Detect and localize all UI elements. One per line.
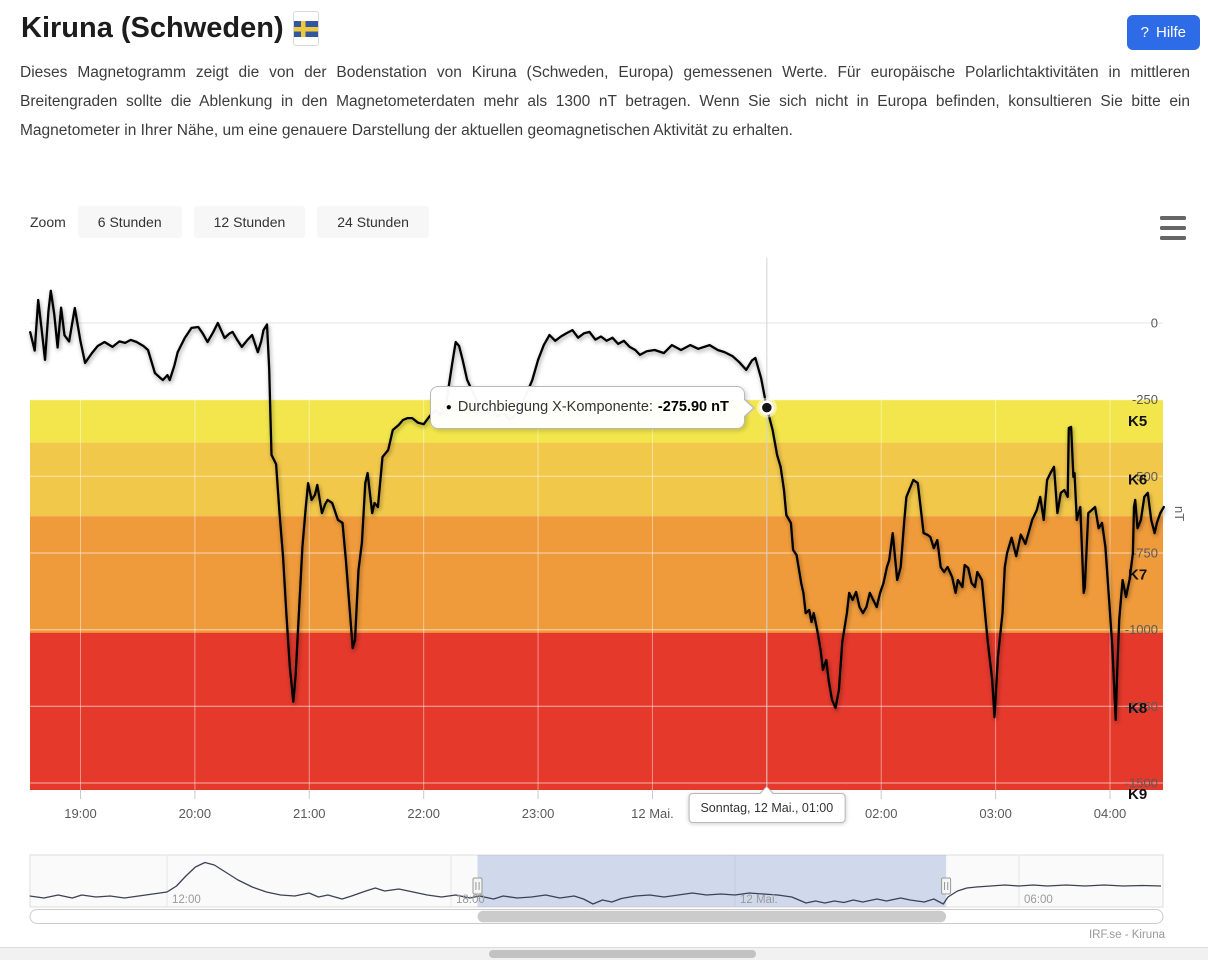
- plot-band-K8: [30, 632, 1163, 783]
- x-axis-label: 12 Mai.: [631, 806, 674, 821]
- series-bullet-icon: ●: [445, 402, 452, 414]
- navigator-series: [29, 861, 1162, 905]
- tooltip-series-label: Durchbiegung X-Komponente:: [457, 399, 653, 416]
- menu-bar: [1160, 216, 1186, 220]
- navigator-track[interactable]: [29, 854, 1164, 908]
- description-text: Dieses Magnetogramm zeigt die von der Bo…: [20, 64, 1190, 139]
- zoom-24h-button[interactable]: 24 Stunden: [317, 206, 429, 238]
- chart-scrollbar-thumb[interactable]: [477, 910, 947, 923]
- tooltip: ● Durchbiegung X-Komponente: -275.90 nT: [429, 386, 745, 430]
- k-index-label-K9: K9: [1128, 786, 1147, 803]
- page-title: Kiruna (Schweden): [21, 12, 318, 45]
- x-axis-label: 21:00: [293, 806, 326, 821]
- x-axis-label: 22:00: [407, 806, 440, 821]
- menu-bar: [1160, 236, 1186, 240]
- y-axis-label: -1250: [1125, 699, 1158, 714]
- navigator-axis-label: 06:00: [1024, 894, 1053, 906]
- page-hscrollbar[interactable]: [0, 947, 1208, 960]
- station-title: Kiruna (Schweden): [21, 12, 284, 44]
- zoom-label: Zoom: [30, 214, 66, 230]
- navigator-handle-left[interactable]: [472, 877, 483, 895]
- help-button-label: Hilfe: [1155, 24, 1186, 41]
- y-axis-label: -750: [1132, 546, 1158, 561]
- k-index-label-K5: K5: [1128, 413, 1147, 430]
- k-index-label-K7: K7: [1128, 567, 1147, 584]
- navigator-axis-label: 12 Mai.: [740, 894, 778, 906]
- x-axis-label: 03:00: [979, 806, 1012, 821]
- x-axis-label: 20:00: [179, 806, 212, 821]
- k-index-label-K8: K8: [1128, 700, 1147, 717]
- range-selector: Zoom 6 Stunden 12 Stunden 24 Stunden: [30, 206, 429, 238]
- question-icon: ?: [1140, 24, 1149, 41]
- y-axis-label: -1000: [1125, 622, 1158, 637]
- series-x-component: [29, 289, 1165, 721]
- navigator-selection[interactable]: [477, 855, 947, 907]
- hover-marker[interactable]: [759, 400, 775, 415]
- navigator-axis-label: 18:00: [456, 894, 485, 906]
- zoom-6h-button[interactable]: 6 Stunden: [77, 206, 182, 238]
- x-axis-label: 23:00: [522, 806, 555, 821]
- x-axis-label: 02:00: [865, 806, 898, 821]
- plot-band-K9: [30, 783, 1163, 790]
- plot-band-K6: [30, 442, 1163, 517]
- page-hscrollbar-thumb[interactable]: [489, 950, 756, 958]
- zoom-12h-button[interactable]: 12 Stunden: [193, 206, 306, 238]
- x-axis-label: 19:00: [64, 806, 97, 821]
- y-axis-title: nT: [1172, 506, 1187, 522]
- chart-credits[interactable]: IRF.se - Kiruna: [1088, 929, 1165, 941]
- y-axis-label: 0: [1151, 316, 1158, 331]
- chart-menu-icon[interactable]: [1160, 215, 1186, 241]
- x-axis-label: 04:00: [1094, 806, 1127, 821]
- help-button[interactable]: ? Hilfe: [1126, 15, 1200, 50]
- y-axis-label: -1500: [1125, 776, 1158, 791]
- y-axis-label: -250: [1132, 392, 1158, 407]
- k-index-label-K6: K6: [1128, 471, 1147, 488]
- y-axis-label: -500: [1132, 469, 1158, 484]
- menu-bar: [1160, 226, 1186, 230]
- tooltip-value: -275.90 nT: [657, 399, 729, 416]
- plot-band-K7: [30, 516, 1163, 633]
- crosshair-time-text: Sonntag, 12 Mai., 01:00: [700, 801, 834, 815]
- crosshair-axis-label: Sonntag, 12 Mai., 01:00: [688, 793, 846, 823]
- navigator-handle-right[interactable]: [941, 877, 952, 895]
- sweden-flag-icon: [293, 12, 318, 45]
- navigator-axis-label: 12:00: [172, 894, 201, 906]
